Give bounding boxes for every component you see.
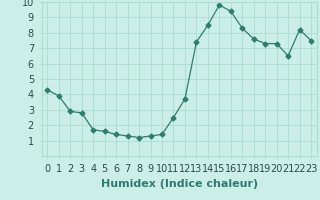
X-axis label: Humidex (Indice chaleur): Humidex (Indice chaleur)	[100, 179, 258, 189]
